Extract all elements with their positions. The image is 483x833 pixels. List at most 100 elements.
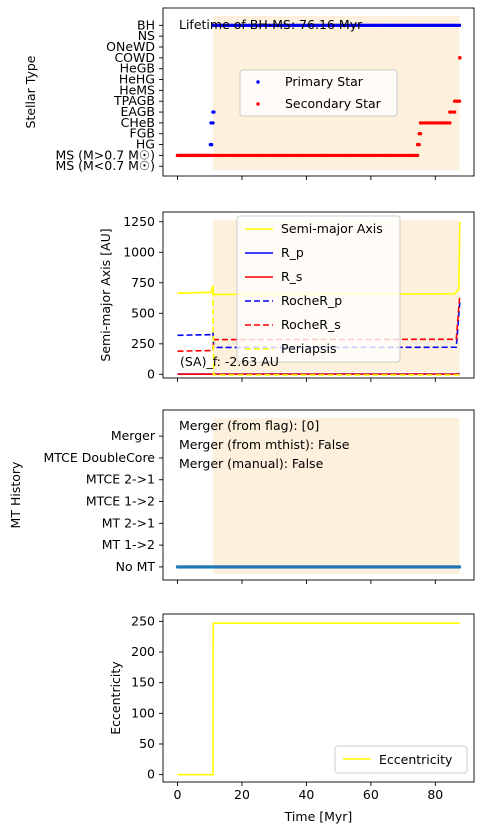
legend-marker-primary <box>256 80 260 84</box>
y-tick-label: BH <box>137 17 155 32</box>
series-points-secondary <box>415 142 421 147</box>
series-line-r-s <box>177 372 460 376</box>
y-tick-label: HeGB <box>120 61 155 76</box>
data-point-secondary <box>415 153 420 158</box>
series-points-secondary <box>175 153 420 158</box>
y-tick-label: MS (M>0.7 M☉) <box>55 147 155 162</box>
legend-label: Periapsis <box>281 341 337 356</box>
series-points-primary <box>209 121 215 125</box>
y-tick-label: HG <box>136 137 155 152</box>
legend-label: Semi-major Axis <box>281 221 383 236</box>
series-points-secondary <box>452 99 462 103</box>
series-points-primary <box>208 142 214 147</box>
y-tick-label: MTCE 2->1 <box>86 472 155 487</box>
axes-frame-ecc <box>162 613 475 783</box>
data-point-primary <box>212 110 216 114</box>
legend-label: R_s <box>281 269 302 284</box>
data-point-secondary <box>418 132 423 136</box>
data-point-primary <box>457 23 462 28</box>
y-tick-label: 100 <box>131 705 155 720</box>
y-tick-label: 250 <box>131 336 155 351</box>
y-tick-label: MTCE 1->2 <box>86 494 155 509</box>
lifetime-annotation: Lifetime of BH-MS: 76.16 Myr <box>179 17 363 32</box>
y-tick-label: ONeWD <box>106 39 155 54</box>
y-tick-label: Merger <box>111 428 156 443</box>
y-tick-label: EAGB <box>121 104 156 119</box>
series-points-secondary <box>417 132 423 136</box>
data-point-secondary <box>452 110 457 114</box>
y-tick-label: 1250 <box>123 214 155 229</box>
series-points-secondary <box>448 110 457 114</box>
data-point-secondary <box>417 142 421 147</box>
legend-label: R_p <box>281 245 304 260</box>
legend-box <box>239 69 398 117</box>
data-point-secondary <box>458 56 462 60</box>
y-tick-label: MT 1->2 <box>102 537 155 552</box>
data-point-secondary <box>448 110 452 114</box>
data-point-secondary <box>455 99 459 103</box>
data-point-mt-history <box>457 565 462 569</box>
series-points-secondary <box>418 121 452 125</box>
y-axis-label: Stellar Type <box>23 55 38 128</box>
y-axis-label: Semi-major Axis [AU] <box>98 228 113 361</box>
y-tick-label: No MT <box>116 559 156 574</box>
legend-label-primary: Primary Star <box>285 74 364 89</box>
x-tick-label: 60 <box>363 787 379 802</box>
y-tick-label: MS (M<0.7 M☉) <box>55 158 155 173</box>
shaded-region-mt <box>212 418 460 574</box>
data-point-secondary <box>450 110 454 114</box>
y-tick-label: NS <box>138 28 155 43</box>
merger-annotation: Merger (from mthist): False <box>179 437 350 452</box>
data-point-primary <box>209 142 214 147</box>
y-tick-label: TPAGB <box>113 93 155 108</box>
data-point-primary <box>211 121 215 125</box>
series-points-primary <box>211 110 216 114</box>
y-tick-label: 50 <box>139 736 155 751</box>
merger-annotation: Merger (from flag): [0] <box>179 418 319 433</box>
final-separation-annotation: (SA)_f: -2.63 AU <box>180 354 279 369</box>
data-point-secondary <box>448 121 452 125</box>
series-points-mt-history <box>175 565 462 569</box>
y-tick-label: FGB <box>130 126 155 141</box>
legend-label-secondary: Secondary Star <box>285 96 382 111</box>
data-point-secondary <box>457 99 462 103</box>
legend-box <box>334 745 468 774</box>
x-tick-label: 0 <box>174 787 182 802</box>
legend-label: Eccentricity <box>379 752 453 767</box>
merger-annotation: Merger (manual): False <box>179 456 324 471</box>
series-line-eccentricity <box>177 622 460 776</box>
axes-frame-stellar <box>162 7 475 177</box>
y-tick-label: 200 <box>131 644 155 659</box>
series-points-secondary <box>458 56 462 60</box>
y-tick-label: CHeB <box>121 115 155 130</box>
x-tick-label: 20 <box>234 787 250 802</box>
y-axis-label: MT History <box>8 461 23 528</box>
series-line-periapsis <box>177 285 460 376</box>
y-tick-label: 150 <box>131 675 155 690</box>
y-tick-label: 1000 <box>123 244 155 259</box>
legend-marker-secondary <box>256 102 260 106</box>
data-point-secondary <box>452 99 457 103</box>
series-points-primary <box>211 23 462 28</box>
x-tick-label: 80 <box>427 787 443 802</box>
y-tick-label: MTCE DoubleCore <box>43 450 155 465</box>
axes-frame-sma <box>162 211 475 379</box>
x-tick-label: 40 <box>298 787 314 802</box>
y-tick-label: MT 2->1 <box>102 515 155 530</box>
series-line-roche-r-s <box>177 294 461 352</box>
y-tick-label: COWD <box>114 50 155 65</box>
y-tick-label: HeMS <box>119 82 155 97</box>
y-tick-label: HeHG <box>119 72 155 87</box>
y-tick-label: 250 <box>131 613 155 628</box>
x-axis-label: Time [Myr] <box>284 809 353 824</box>
legend-label: RocheR_s <box>281 317 341 332</box>
y-tick-label: 0 <box>147 366 155 381</box>
axes-frame-mt <box>162 409 475 581</box>
y-tick-label: 500 <box>131 305 155 320</box>
y-tick-label: 0 <box>147 767 155 782</box>
legend-label: RocheR_p <box>281 293 342 308</box>
y-tick-label: 750 <box>131 275 155 290</box>
legend-box <box>236 215 401 363</box>
y-axis-label: Eccentricity <box>108 661 123 735</box>
